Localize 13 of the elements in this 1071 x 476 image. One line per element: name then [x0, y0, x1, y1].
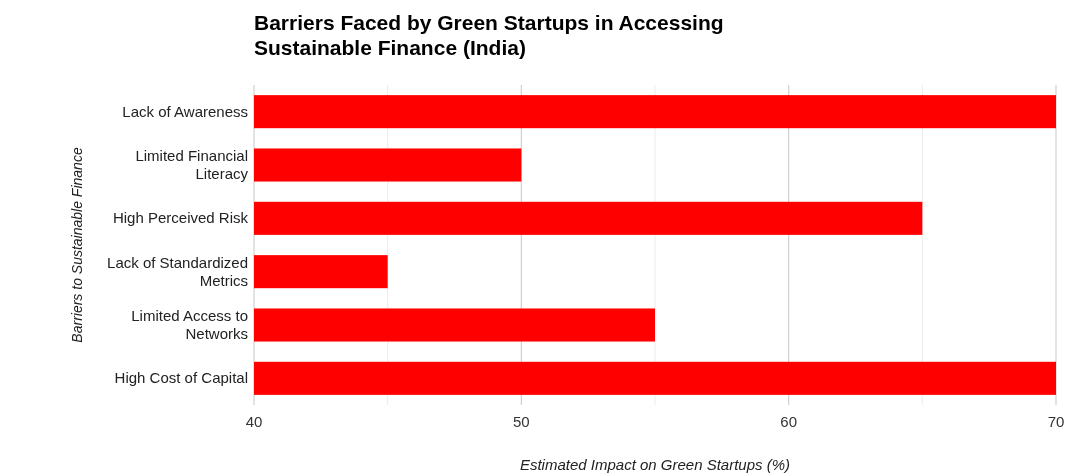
y-tick-label: Lack of Standardized Metrics: [107, 253, 248, 289]
y-tick-label: High Perceived Risk: [112, 209, 249, 227]
chart-title: Barriers Faced by Green Startups in Accessing Sustainable Finance (India): [254, 11, 724, 59]
x-tick-label: 50: [512, 413, 530, 430]
y-tick-label: High Cost of Capital: [114, 369, 248, 387]
y-tick-label: Limited Access to Networks: [131, 307, 248, 342]
x-axis-title: Estimated Impact on Green Startups (%): [519, 456, 791, 473]
x-tick-label: 60: [780, 413, 798, 430]
x-tick-label: 70: [1047, 413, 1065, 430]
y-axis-title: Barriers to Sustainable Finance: [69, 147, 85, 343]
x-tick-label: 40: [245, 413, 263, 430]
y-tick-label: Limited Financial Literacy: [135, 147, 249, 182]
y-tick-label: Lack of Awareness: [122, 102, 248, 120]
